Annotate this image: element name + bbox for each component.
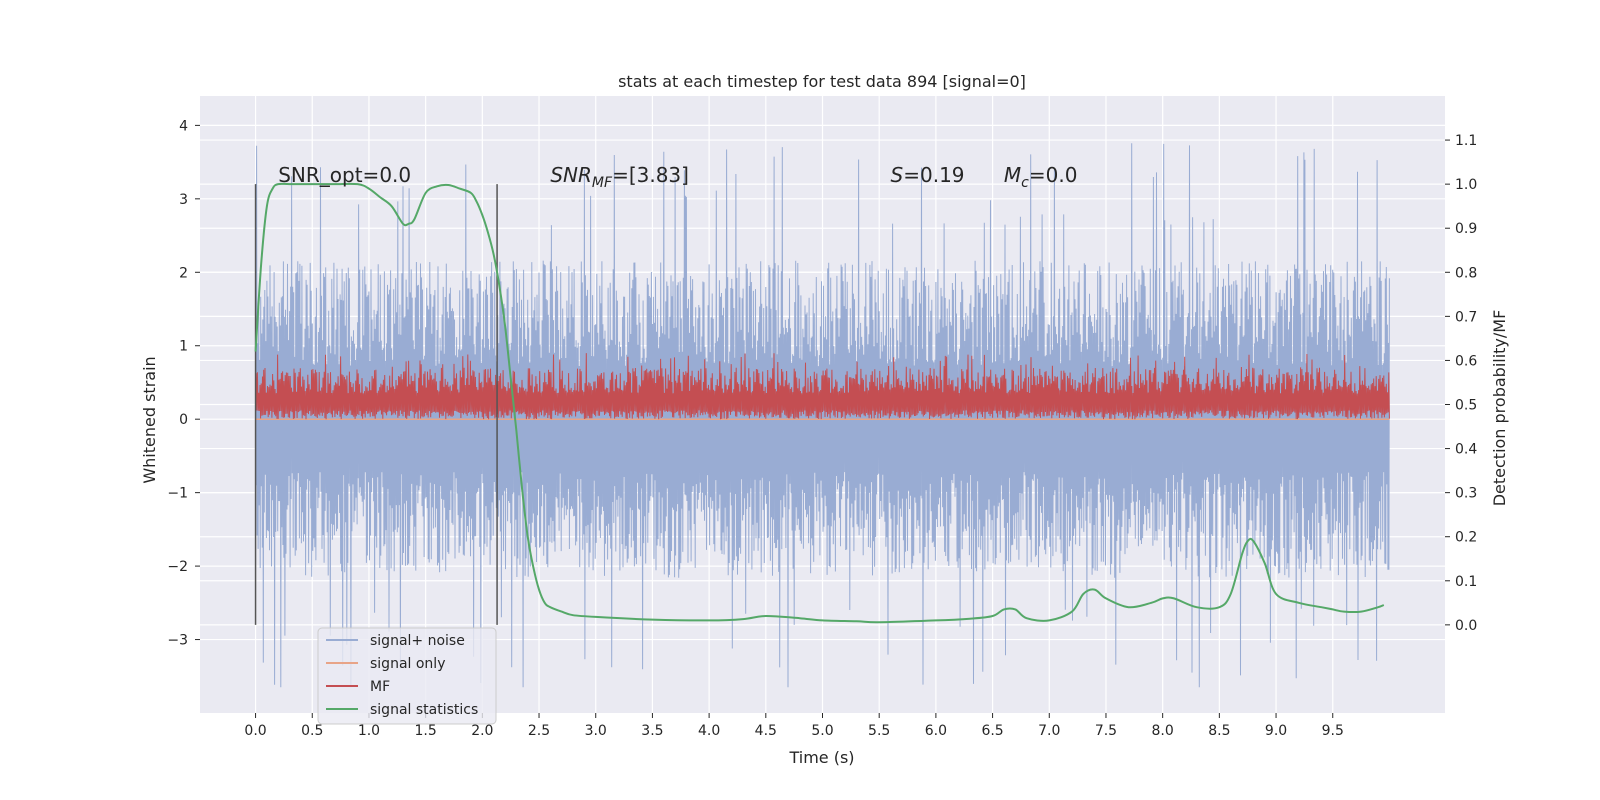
x-tick-label: 3.5 xyxy=(641,723,663,739)
signal-statistics-series xyxy=(254,182,1385,624)
y-right-tick-label: 0.4 xyxy=(1455,442,1477,458)
annotations: SNR_opt=0.0 SNRMF=[3.83] S=0.19 Mc=0.0 xyxy=(278,163,1077,191)
annotation-text: Mc=0.0 xyxy=(1004,163,1078,191)
x-tick-label: 6.5 xyxy=(981,723,1003,739)
y-right-tick-label: 0.9 xyxy=(1455,221,1477,237)
x-tick-label: 4.5 xyxy=(755,723,777,739)
x-tick-label: 5.0 xyxy=(811,723,833,739)
y-left-tick-label: −3 xyxy=(167,633,188,649)
mf-series xyxy=(255,353,1390,420)
chart-title: stats at each timestep for test data 894… xyxy=(618,72,1026,91)
tick-labels: 0.0 0.5 1.0 1.5 2.0 2.5 3.0 3.5 4.0 4.5 5.0 5.5 6.0 6… xyxy=(167,118,1477,739)
y-left-tick-label: 2 xyxy=(179,265,188,281)
x-tick-label: 4.0 xyxy=(698,723,720,739)
x-tick-label: 0.5 xyxy=(301,723,323,739)
x-tick-label: 3.0 xyxy=(585,723,607,739)
annotation-text: S=0.19 xyxy=(891,163,965,187)
legend-label-signal-statistics: signal statistics xyxy=(370,702,478,718)
y-left-tick-label: −1 xyxy=(167,486,188,502)
x-tick-label: 2.0 xyxy=(471,723,493,739)
y-right-tick-label: 1.0 xyxy=(1455,177,1477,193)
y-right-tick-label: 1.1 xyxy=(1455,133,1477,149)
x-tick-label: 8.0 xyxy=(1152,723,1174,739)
x-tick-label: 5.5 xyxy=(868,723,890,739)
y-right-tick-label: 0.2 xyxy=(1455,530,1477,546)
y-axis-right-label: Detection probability/MF xyxy=(1490,310,1509,507)
y-left-tick-label: 1 xyxy=(179,339,188,355)
x-tick-label: 1.5 xyxy=(415,723,437,739)
legend-label-signal-only: signal only xyxy=(370,656,445,672)
mf-line xyxy=(255,353,1390,420)
y-right-tick-label: 0.8 xyxy=(1455,265,1477,281)
y-left-tick-label: 3 xyxy=(179,192,188,208)
y-right-tick-label: 0.6 xyxy=(1455,353,1477,369)
x-tick-label: 9.5 xyxy=(1322,723,1344,739)
x-tick-label: 0.0 xyxy=(244,723,266,739)
legend: signal+ noise signal only MF signal stat… xyxy=(317,627,497,725)
y-right-tick-label: 0.7 xyxy=(1455,309,1477,325)
x-tick-label: 2.5 xyxy=(528,723,550,739)
y-axis-left-label: Whitened strain xyxy=(140,356,159,483)
x-tick-label: 9.0 xyxy=(1265,723,1287,739)
y-left-tick-label: 0 xyxy=(179,412,188,428)
signal-statistics-line xyxy=(254,182,1385,624)
legend-box xyxy=(317,627,497,725)
y-right-tick-label: 0.3 xyxy=(1455,486,1477,502)
signal-noise-line xyxy=(255,143,1390,688)
x-tick-label: 8.5 xyxy=(1208,723,1230,739)
y-right-tick-label: 0.1 xyxy=(1455,574,1477,590)
x-tick-label: 7.0 xyxy=(1038,723,1060,739)
x-tick-label: 7.5 xyxy=(1095,723,1117,739)
x-tick-label: 1.0 xyxy=(358,723,380,739)
legend-label-mf: MF xyxy=(370,679,390,695)
legend-label-signal-noise: signal+ noise xyxy=(370,633,465,649)
annotation-text: SNRMF=[3.83] xyxy=(550,163,689,191)
y-left-tick-label: −2 xyxy=(167,559,188,575)
vertical-lines xyxy=(254,184,498,625)
x-axis-label: Time (s) xyxy=(788,748,854,767)
x-tick-label: 6.0 xyxy=(925,723,947,739)
y-right-tick-label: 0.0 xyxy=(1455,618,1477,634)
annotation-text: SNR_opt=0.0 xyxy=(278,163,411,187)
signal-noise-series xyxy=(255,143,1390,688)
y-left-tick-label: 4 xyxy=(179,118,188,134)
y-right-tick-label: 0.5 xyxy=(1455,398,1477,414)
